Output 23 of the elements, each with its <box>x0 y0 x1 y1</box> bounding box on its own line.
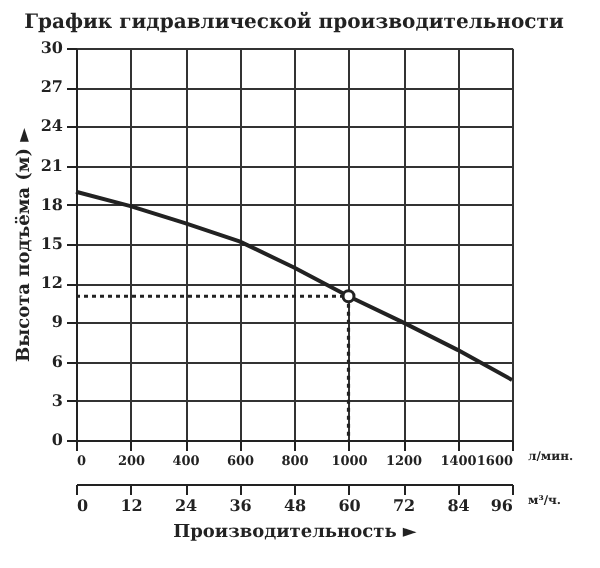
y-tick-label: 15 <box>40 233 63 253</box>
x2-tick-label: 96 <box>490 495 514 515</box>
y-tick-label: 6 <box>51 350 64 371</box>
x2-tick-label: 36 <box>229 495 253 515</box>
x2-tick-label: 84 <box>447 495 471 515</box>
x2-tick-label: 24 <box>174 495 198 515</box>
y-tick-label: 27 <box>40 76 63 97</box>
y-tick-label: 21 <box>40 154 63 175</box>
x2-tick-label: 12 <box>120 495 143 515</box>
y-tick-label: 9 <box>51 311 64 332</box>
y-tick-label: 24 <box>40 115 64 136</box>
y-tick-label: 18 <box>40 193 64 214</box>
y-tick-label: 3 <box>51 389 64 410</box>
x2-tick-label: 48 <box>283 495 307 515</box>
x-axis-title: Производительность ► <box>173 523 417 543</box>
y-tick-label: 12 <box>40 272 63 293</box>
y-tick-label: 30 <box>40 37 64 57</box>
chart-title: График гидравлической производительности <box>24 10 565 34</box>
y-axis-title: Высота подъёма (м) ► <box>12 127 35 363</box>
x2-tick-label: 60 <box>338 495 362 515</box>
x2-tick-label: 0 <box>77 495 89 515</box>
y-tick-label: 0 <box>51 429 64 449</box>
x2-tick-label: 72 <box>392 495 416 515</box>
